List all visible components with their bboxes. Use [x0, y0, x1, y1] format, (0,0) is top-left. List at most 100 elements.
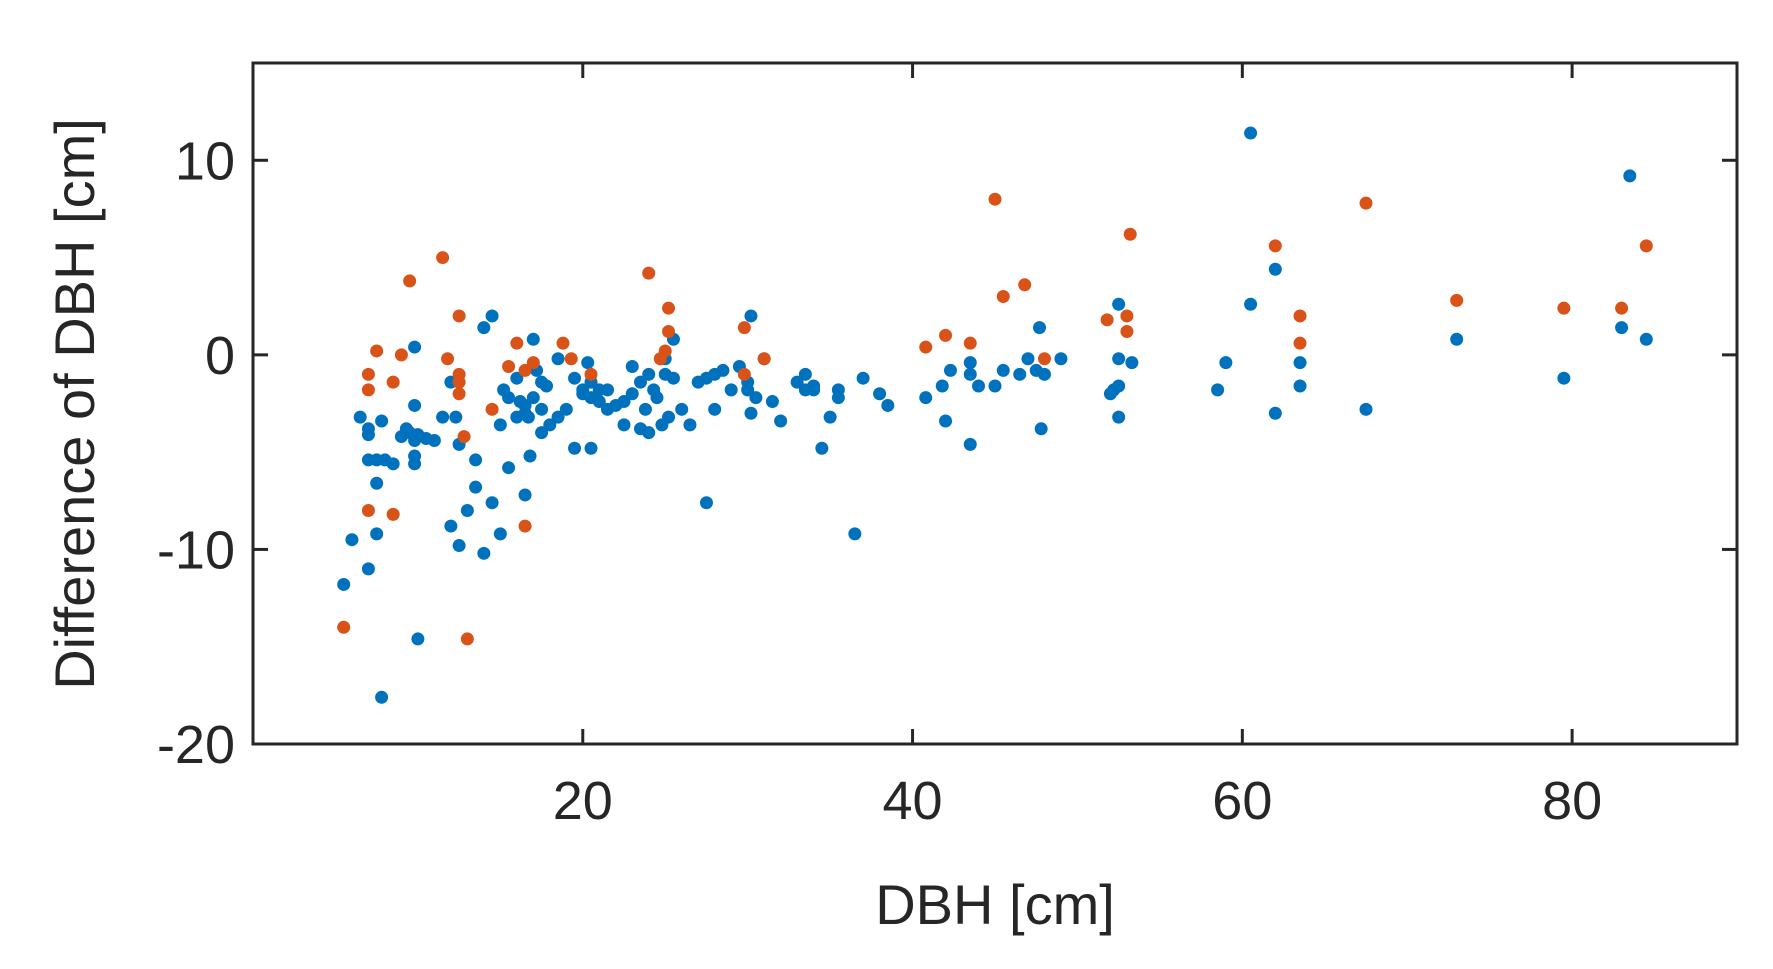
data-point — [807, 383, 821, 397]
data-point — [919, 340, 933, 354]
data-point — [881, 398, 895, 412]
data-point — [493, 527, 507, 541]
data-point — [1268, 239, 1282, 253]
data-point — [345, 533, 359, 547]
data-point — [386, 457, 400, 471]
y-tick-label: -10 — [157, 520, 235, 580]
data-point — [568, 441, 582, 455]
data-point — [441, 352, 455, 366]
x-tick-label: 20 — [553, 771, 613, 831]
data-point — [521, 410, 535, 424]
data-point — [662, 301, 676, 315]
data-point — [584, 441, 598, 455]
data-point — [831, 391, 845, 405]
data-point — [403, 274, 417, 288]
data-point — [642, 426, 656, 440]
data-point — [988, 192, 1002, 206]
x-axis-label: DBH [cm] — [875, 873, 1115, 936]
data-point — [460, 632, 474, 646]
data-point — [666, 371, 680, 385]
data-point — [919, 391, 933, 405]
data-point — [1359, 196, 1373, 210]
data-point — [798, 367, 812, 381]
data-point — [972, 379, 986, 393]
x-tick-label: 60 — [1212, 771, 1272, 831]
data-point — [699, 496, 713, 510]
data-point — [502, 391, 516, 405]
data-point — [581, 356, 595, 370]
data-point — [564, 352, 578, 366]
y-tick-label: 10 — [175, 131, 235, 191]
data-points — [337, 126, 1653, 704]
data-point — [1013, 367, 1027, 381]
data-point — [617, 395, 631, 409]
data-point — [361, 428, 375, 442]
data-point — [625, 387, 639, 401]
data-point — [337, 577, 351, 591]
data-point — [996, 289, 1010, 303]
data-point — [642, 266, 656, 280]
data-point — [469, 453, 483, 467]
data-point — [457, 430, 471, 444]
data-point — [601, 383, 615, 397]
data-point — [386, 507, 400, 521]
data-point — [526, 332, 540, 346]
data-point — [1021, 352, 1035, 366]
data-point — [708, 402, 722, 416]
data-point — [1268, 406, 1282, 420]
data-point — [361, 562, 375, 576]
data-point — [774, 414, 788, 428]
data-point — [584, 367, 598, 381]
data-point — [526, 391, 540, 405]
data-point — [452, 387, 466, 401]
data-point — [568, 371, 582, 385]
data-point — [408, 340, 422, 354]
data-point — [625, 360, 639, 374]
data-point — [1211, 383, 1225, 397]
data-point — [1359, 402, 1373, 416]
data-point — [510, 371, 524, 385]
x-tick-label: 80 — [1542, 771, 1602, 831]
data-point — [559, 402, 573, 416]
data-point — [477, 321, 491, 335]
data-point — [370, 344, 384, 358]
data-point — [662, 410, 676, 424]
data-point — [523, 449, 537, 463]
data-point — [633, 375, 647, 389]
x-tick-label: 40 — [883, 771, 943, 831]
data-point — [724, 383, 738, 397]
y-axis-label: Difference of DBH [cm] — [43, 118, 106, 690]
data-point — [650, 391, 664, 405]
data-point — [873, 387, 887, 401]
series-1 — [337, 126, 1653, 704]
data-point — [361, 367, 375, 381]
data-point — [943, 363, 957, 377]
data-point — [518, 519, 532, 533]
data-point — [370, 527, 384, 541]
data-point — [996, 363, 1010, 377]
data-point — [1034, 422, 1048, 436]
data-point — [963, 356, 977, 370]
data-point — [361, 383, 375, 397]
data-point — [493, 418, 507, 432]
data-point — [1450, 332, 1464, 346]
data-point — [1557, 301, 1571, 315]
data-point — [939, 328, 953, 342]
data-point — [963, 367, 977, 381]
data-point — [353, 410, 367, 424]
data-point — [1120, 309, 1134, 323]
data-point — [449, 410, 463, 424]
data-point — [452, 539, 466, 553]
data-point — [642, 367, 656, 381]
data-point — [518, 363, 532, 377]
data-point — [394, 348, 408, 362]
data-point — [535, 402, 549, 416]
data-point — [543, 418, 557, 432]
data-point — [556, 336, 570, 350]
data-point — [427, 433, 441, 447]
data-point — [551, 352, 565, 366]
data-point — [485, 309, 499, 323]
series-2 — [337, 192, 1653, 646]
data-point — [1293, 336, 1307, 350]
data-point — [375, 414, 389, 428]
